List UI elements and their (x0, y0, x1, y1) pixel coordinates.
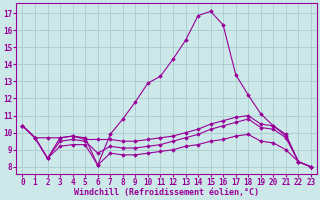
X-axis label: Windchill (Refroidissement éolien,°C): Windchill (Refroidissement éolien,°C) (74, 188, 259, 197)
